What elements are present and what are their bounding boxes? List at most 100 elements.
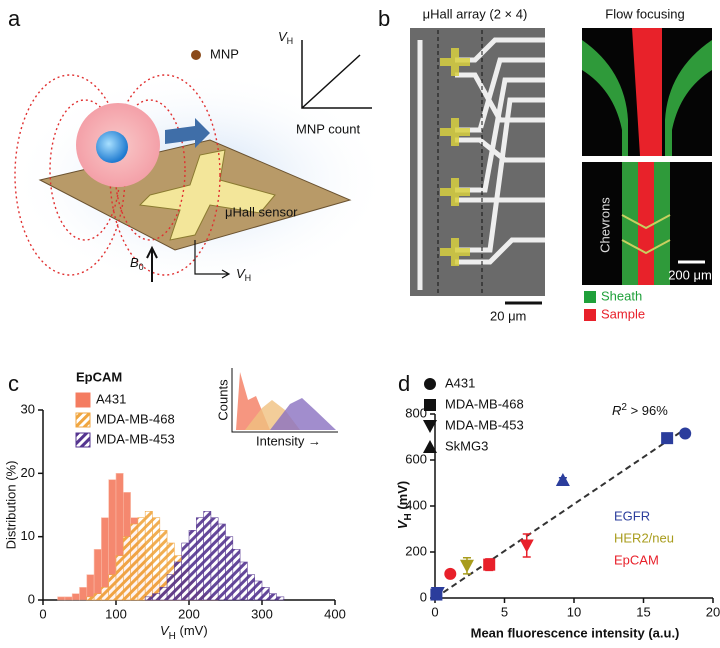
y-axis-label: Distribution (%) (3, 461, 18, 550)
hist-bar (57, 596, 66, 601)
legend-marker (424, 399, 436, 411)
x-tick-label: 10 (567, 604, 581, 619)
x-axis-label: Mean fluorescence intensity (a.u.) (471, 625, 680, 640)
panel-letter: d (398, 371, 410, 396)
y-tick-label: 30 (21, 401, 35, 416)
axis-label: R2 > 96% (612, 402, 668, 419)
legend-title: EpCAM (76, 369, 122, 384)
x-tick-label: 200 (178, 606, 200, 621)
panel-letter: a (8, 6, 21, 31)
hist-bar (86, 574, 95, 601)
legend-marker (424, 378, 436, 390)
x-tick-label: 0 (39, 606, 46, 621)
mnp-icon (191, 50, 201, 60)
hist-bar (93, 593, 102, 601)
y-tick-label: 200 (405, 543, 427, 558)
legend-swatch (75, 392, 91, 408)
label-part: (mV) (395, 481, 410, 514)
hist-bar (137, 517, 146, 601)
color-legend-label: HER2/neu (614, 530, 674, 545)
hist-bar (144, 511, 153, 601)
array-scale: 20 μm (490, 308, 526, 323)
hist-bar (108, 574, 117, 601)
hist-bar (115, 555, 124, 601)
hist-bar (268, 593, 277, 601)
hall-cross (138, 149, 276, 241)
point (430, 586, 445, 600)
hist-bar (247, 574, 255, 601)
y-tick-label: 800 (405, 405, 427, 420)
b0-arrow (146, 245, 158, 282)
point (555, 473, 570, 487)
hist-bar (210, 517, 219, 601)
legend-swatch (75, 412, 91, 428)
sensor-label: μHall sensor (225, 204, 298, 219)
y-tick-label: 400 (405, 497, 427, 512)
legend-label: MDA-MB-453 (445, 417, 524, 432)
chevrons-label: Chevrons (597, 197, 612, 253)
hist-bar (232, 549, 241, 601)
hist-bar (166, 574, 175, 601)
hist-bar (79, 587, 88, 601)
hist-bar (217, 523, 226, 601)
b0-label: B0 (130, 255, 144, 272)
inset-axes (231, 368, 338, 433)
response-axes (301, 40, 372, 109)
legend-label: SkMG3 (445, 438, 488, 453)
legend-label: A431 (96, 391, 126, 406)
color-legend-label: EGFR (614, 508, 650, 523)
hist-bar (71, 593, 80, 601)
point (444, 567, 457, 580)
panel-a: MNP VH MNP count μHall sensor B0 VH a (8, 6, 390, 290)
axis-label: VH (mV) (160, 623, 208, 641)
legend-swatch (584, 291, 596, 303)
hist-bar (239, 561, 248, 601)
x-tick-label: 5 (501, 604, 508, 619)
hist-bar (123, 536, 131, 601)
point (459, 559, 474, 573)
x-tick-label: 100 (105, 606, 127, 621)
color-legend-label: EpCAM (614, 552, 659, 567)
point (661, 432, 674, 445)
mnp-label: MNP (210, 46, 239, 61)
nucleus (96, 131, 128, 163)
vh-arrow (194, 240, 231, 279)
vh-axis-label: VH (278, 29, 293, 46)
legend-label: MDA-MB-453 (96, 431, 175, 446)
axis-label: VH (mV) (395, 481, 413, 529)
label-part: (mV) (176, 623, 208, 638)
legend-label: Sheath (601, 288, 642, 303)
sample-flow (632, 28, 662, 156)
label-part: R (612, 403, 621, 418)
legend-label: A431 (445, 375, 475, 390)
panel-letter: c (8, 371, 19, 396)
legend-label: MDA-MB-468 (445, 396, 524, 411)
hist-bar (144, 596, 153, 601)
x-tick-label: 20 (706, 604, 720, 619)
x-tick-label: 0 (431, 604, 438, 619)
hist-bar (174, 561, 182, 601)
traces (417, 37, 545, 290)
hist-bar (196, 517, 204, 601)
guides (437, 30, 483, 296)
y-tick-label: 600 (405, 451, 427, 466)
hist-bar (181, 542, 190, 601)
point (679, 427, 692, 440)
y-tick-label: 10 (21, 528, 35, 543)
legend-swatch (584, 309, 596, 321)
y-tick-label: 0 (420, 589, 427, 604)
x-tick-label: 400 (324, 606, 346, 621)
hist-bar (130, 523, 139, 601)
label-part: H (403, 513, 414, 520)
hist-bar (101, 587, 110, 601)
sample-channel (638, 162, 654, 285)
x-tick-label: 300 (251, 606, 273, 621)
point (483, 558, 496, 571)
legend-swatch (75, 432, 91, 448)
label-part: H (169, 631, 176, 642)
chevron-marks (621, 214, 671, 255)
hist-bar (64, 596, 73, 601)
array-title: μHall array (2 × 4) (423, 6, 528, 21)
legend-marker (423, 440, 437, 453)
inset-y-label: Counts (215, 379, 230, 421)
